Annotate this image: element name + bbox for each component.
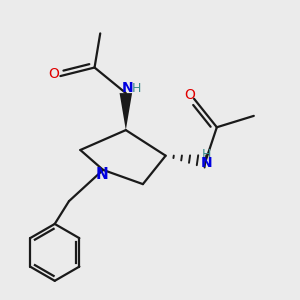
Text: O: O <box>48 67 59 81</box>
Polygon shape <box>120 93 132 130</box>
Text: N: N <box>122 81 133 95</box>
Text: N: N <box>201 156 213 170</box>
Text: N: N <box>95 167 108 182</box>
Text: H: H <box>132 82 141 94</box>
Text: H: H <box>202 148 212 161</box>
Text: O: O <box>184 88 195 101</box>
